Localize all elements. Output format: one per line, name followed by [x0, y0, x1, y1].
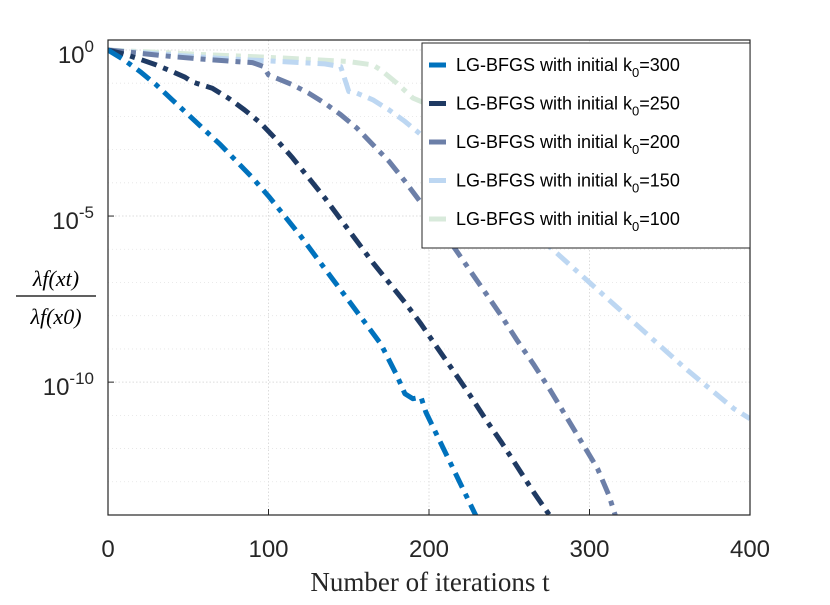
series-line-4	[108, 47, 459, 119]
y-axis-numerator: λf(xt)	[32, 266, 79, 291]
x-tick-label: 0	[101, 536, 114, 563]
x-axis-title: Number of iterations t	[310, 567, 550, 597]
y-tick-label: 10-5	[52, 203, 94, 235]
x-tick-label: 200	[409, 536, 449, 563]
legend-label: LG-BFGS with initial k0=300	[456, 55, 680, 80]
series-lines	[108, 47, 750, 515]
legend-box	[421, 42, 751, 249]
y-tick-label: 10-10	[43, 369, 94, 401]
x-tick-label: 100	[248, 536, 288, 563]
y-axis-title: λf(xt) λf(x0)	[16, 266, 96, 329]
y-axis-denominator: λf(x0)	[29, 304, 81, 329]
legend-label: LG-BFGS with initial k0=150	[456, 171, 680, 196]
legend-label: LG-BFGS with initial k0=250	[456, 94, 680, 119]
legend: LG-BFGS with initial k0=300 LG-BFGS with …	[421, 42, 751, 249]
legend-entries: LG-BFGS with initial k0=300 LG-BFGS with …	[429, 55, 680, 234]
legend-label: LG-BFGS with initial k0=100	[456, 209, 680, 234]
x-tick-label: 400	[730, 536, 770, 563]
legend-label: LG-BFGS with initial k0=200	[456, 132, 680, 157]
series-line-1	[108, 47, 553, 515]
series-line-0	[108, 47, 479, 515]
y-tick-label: 100	[58, 37, 94, 69]
series-line-2	[108, 47, 618, 515]
x-tick-labels: 0 100 200 300 400	[101, 536, 770, 563]
x-tick-label: 300	[569, 536, 609, 563]
plot-frame	[107, 39, 751, 516]
y-tick-labels: 100 10-5 10-10	[43, 37, 94, 401]
